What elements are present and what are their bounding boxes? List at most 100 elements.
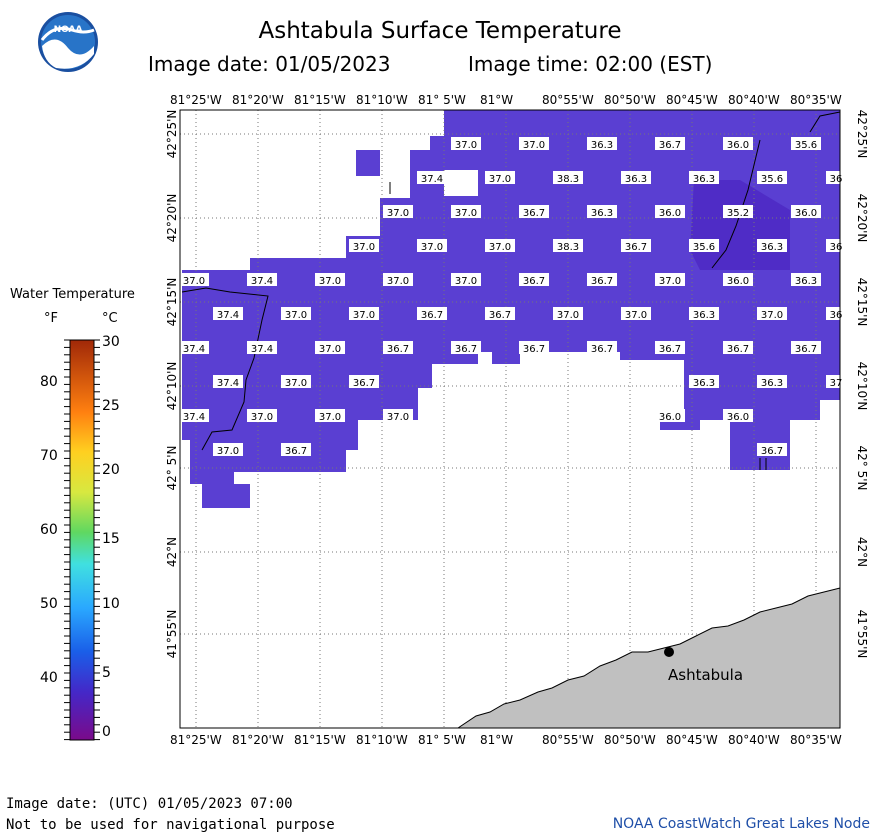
temperature-label-bg [689,307,719,320]
temperature-label: 36.7 [489,310,511,321]
temperature-label: 36.3 [693,174,715,185]
lon-label: 80°35'W [790,93,842,107]
lake-water [182,110,840,508]
temperature-label: 37.4 [421,174,443,185]
lon-label: 81°15'W [294,93,346,107]
lon-label: 80°40'W [728,93,780,107]
temperature-label: 37.4 [217,310,239,321]
lon-label: 81°W [480,93,513,107]
temperature-label-bg [826,239,846,252]
temperature-label-bg [587,137,617,150]
temperature-label-bg [621,171,651,184]
temperature-label: 36.3 [625,174,647,185]
temperature-label-bg [689,375,719,388]
lon-label: 80°50'W [604,93,656,107]
temperature-label-bg [179,409,209,422]
temperature-label: 38.3 [557,174,579,185]
temperature-label-bg [723,205,753,218]
temperature-label: 37.0 [625,310,647,321]
temperature-label: 37.0 [353,242,375,253]
temperature-label-bg [519,273,549,286]
temperature-label: 37.0 [421,242,443,253]
lon-label: 81°20'W [232,93,284,107]
lon-label: 80°50'W [604,733,656,747]
temperature-label-bg [519,137,549,150]
lon-label: 81° 5'W [418,93,466,107]
c-tick: 0 [102,724,111,740]
c-tick: 5 [102,665,111,681]
temperature-label-bg [349,375,379,388]
temperature-label: 36.3 [795,276,817,287]
c-tick: 25 [102,398,120,414]
temperature-label-bg [383,341,413,354]
lon-label: 80°55'W [542,733,594,747]
lat-label: 42°N [165,537,179,567]
lat-label: 41°55'N [165,610,179,659]
utc-date: Image date: (UTC) 01/05/2023 07:00 [6,796,293,812]
temperature-label-bg [519,205,549,218]
temperature-label-bg [757,171,787,184]
c-tick: 20 [102,462,120,478]
temperature-label: 37.0 [251,412,273,423]
temperature-label: 37.4 [183,412,205,423]
temperature-label-bg [281,443,311,456]
temperature-label: 37.0 [353,310,375,321]
temperature-label-bg [383,273,413,286]
temperature-label: 37.0 [455,276,477,287]
temperature-label-bg [451,273,481,286]
temperature-label-bg [826,171,846,184]
temperature-label-bg [417,239,447,252]
temperature-label-bg [757,307,787,320]
temperature-label: 36.0 [727,412,749,423]
lon-label: 81° 5'W [418,733,466,747]
temperature-label: 37.0 [285,378,307,389]
lon-label: 81°20'W [232,733,284,747]
lon-label: 80°45'W [666,93,718,107]
temperature-label-bg [689,171,719,184]
temperature-label-bg [553,239,583,252]
temperature-label: 36.0 [795,208,817,219]
temperature-label: 37.0 [217,446,239,457]
f-tick: 80 [40,374,58,390]
temperature-label-bg [485,307,515,320]
land-area [456,587,841,729]
map-frame [179,109,841,729]
temperature-label: 36.0 [727,276,749,287]
temperature-label: 36.7 [761,446,783,457]
temperature-label-bg [315,409,345,422]
lon-label: 81°10'W [356,93,408,107]
temperature-label-bg [247,409,277,422]
lat-label: 42°15'N [165,278,179,327]
temperature-label: 36.7 [795,344,817,355]
temperature-label-bg [826,375,846,388]
c-tick: 15 [102,531,120,547]
temperature-label: 37.4 [217,378,239,389]
temperature-label-bg [553,171,583,184]
temperature-label-bg [655,137,685,150]
lon-label: 80°40'W [728,733,780,747]
temperature-label-bg [587,341,617,354]
temperature-labels: 37.0 37.0 36.3 36.7 36.0 35.6 37.4 37.0 38.3 36.3… [179,137,846,457]
temperature-label: 36 [830,174,843,185]
f-tick: 70 [40,448,58,464]
temperature-label-bg [213,375,243,388]
temperature-label-bg [826,307,846,320]
temperature-label: 37.0 [387,208,409,219]
temperature-label: 37.0 [455,140,477,151]
temperature-label: 36.7 [523,208,545,219]
temperature-label: 36.0 [727,140,749,151]
temperature-label: 36.0 [659,412,681,423]
temperature-label-bg [757,375,787,388]
temperature-label: 37.0 [319,412,341,423]
temperature-label: 36.3 [591,208,613,219]
temperature-label-bg [757,443,787,456]
temperature-label-bg [757,239,787,252]
temperature-label-bg [485,171,515,184]
temperature-label-bg [349,239,379,252]
noaa-logo-icon: NOAA [36,10,100,74]
lat-label: 42°15'N [855,278,869,327]
temperature-label-bg [655,205,685,218]
city-label: Ashtabula [668,666,743,684]
temperature-label: 36.7 [523,276,545,287]
temperature-label-bg [791,137,821,150]
